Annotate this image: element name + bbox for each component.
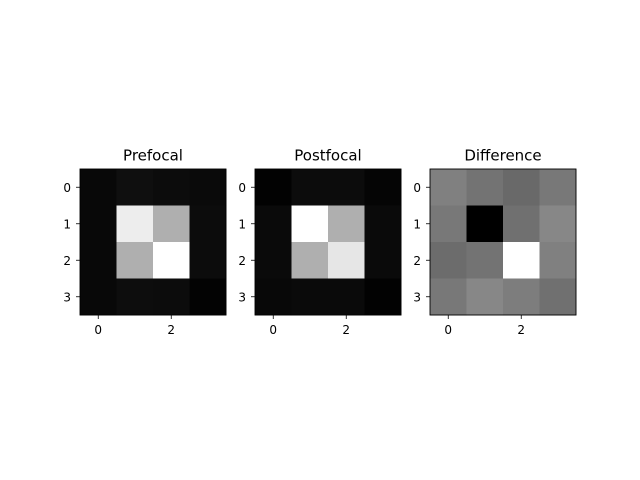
cell-prefocal-r0-c2 xyxy=(153,169,190,206)
ytick-label-prefocal-3: 3 xyxy=(63,290,71,304)
cell-prefocal-r1-c0 xyxy=(80,205,117,243)
ticks-prefocal: 0 2 0 1 2 3 xyxy=(63,181,175,337)
panel-postfocal: Postfocal 0 2 0 1 2 3 xyxy=(238,147,402,337)
cell-postfocal-r1-c3 xyxy=(364,205,402,243)
cell-difference-r3-c2 xyxy=(503,278,540,316)
xtick-label-postfocal-1: 2 xyxy=(342,323,350,337)
cell-postfocal-r0-c1 xyxy=(291,169,329,206)
cell-postfocal-r3-c0 xyxy=(255,278,292,316)
panel-prefocal: Prefocal 0 2 0 1 2 3 xyxy=(63,147,227,337)
cell-difference-r2-c1 xyxy=(466,242,504,279)
ytick-label-prefocal-1: 1 xyxy=(63,217,71,231)
ytick-label-difference-0: 0 xyxy=(413,181,421,195)
cell-difference-r1-c2 xyxy=(503,205,540,243)
ytick-label-postfocal-1: 1 xyxy=(238,217,246,231)
cell-prefocal-r2-c1 xyxy=(116,242,154,279)
cell-prefocal-r1-c1 xyxy=(116,205,154,243)
cell-postfocal-r3-c1 xyxy=(291,278,329,316)
axes-frame-postfocal xyxy=(254,168,402,316)
cell-difference-r0-c3 xyxy=(539,169,577,206)
cell-prefocal-r2-c3 xyxy=(189,242,227,279)
heatmap-postfocal xyxy=(254,168,402,316)
cell-postfocal-r2-c0 xyxy=(255,242,292,279)
axes-frame-difference xyxy=(429,168,577,316)
ytick-label-postfocal-3: 3 xyxy=(238,290,246,304)
cell-postfocal-r1-c2 xyxy=(328,205,365,243)
cell-postfocal-r3-c2 xyxy=(328,278,365,316)
cell-difference-r3-c0 xyxy=(430,278,467,316)
cell-difference-r1-c1 xyxy=(466,205,504,243)
cell-prefocal-r0-c0 xyxy=(80,169,117,206)
panel-difference: Difference 0 2 0 1 2 3 xyxy=(413,147,577,337)
cell-prefocal-r2-c2 xyxy=(153,242,190,279)
title-difference: Difference xyxy=(464,147,541,165)
xtick-label-prefocal-1: 2 xyxy=(167,323,175,337)
cell-difference-r3-c3 xyxy=(539,278,577,316)
cell-difference-r3-c1 xyxy=(466,278,504,316)
cell-difference-r0-c0 xyxy=(430,169,467,206)
cell-prefocal-r1-c3 xyxy=(189,205,227,243)
cell-postfocal-r3-c3 xyxy=(364,278,402,316)
xtick-label-difference-1: 2 xyxy=(517,323,525,337)
xtick-label-difference-0: 0 xyxy=(444,323,452,337)
heatmap-prefocal xyxy=(79,168,227,316)
cell-prefocal-r3-c1 xyxy=(116,278,154,316)
xtick-label-prefocal-0: 0 xyxy=(94,323,102,337)
ytick-label-postfocal-0: 0 xyxy=(238,181,246,195)
cell-prefocal-r3-c2 xyxy=(153,278,190,316)
cell-postfocal-r2-c3 xyxy=(364,242,402,279)
ytick-label-prefocal-0: 0 xyxy=(63,181,71,195)
cell-postfocal-r0-c2 xyxy=(328,169,365,206)
cell-postfocal-r2-c2 xyxy=(328,242,365,279)
cell-postfocal-r2-c1 xyxy=(291,242,329,279)
cell-postfocal-r1-c1 xyxy=(291,205,329,243)
ytick-label-postfocal-2: 2 xyxy=(238,254,246,268)
cell-prefocal-r2-c0 xyxy=(80,242,117,279)
cell-postfocal-r0-c0 xyxy=(255,169,292,206)
cell-difference-r2-c3 xyxy=(539,242,577,279)
ytick-label-difference-2: 2 xyxy=(413,254,421,268)
heatmap-difference xyxy=(429,168,577,316)
axes-frame-prefocal xyxy=(79,168,227,316)
title-prefocal: Prefocal xyxy=(123,147,183,165)
ticks-difference: 0 2 0 1 2 3 xyxy=(413,181,525,337)
cell-difference-r0-c2 xyxy=(503,169,540,206)
cell-difference-r1-c3 xyxy=(539,205,577,243)
cell-prefocal-r0-c3 xyxy=(189,169,227,206)
cell-prefocal-r3-c0 xyxy=(80,278,117,316)
cell-prefocal-r1-c2 xyxy=(153,205,190,243)
cell-prefocal-r3-c3 xyxy=(189,278,227,316)
ytick-label-difference-3: 3 xyxy=(413,290,421,304)
ytick-label-prefocal-2: 2 xyxy=(63,254,71,268)
cell-difference-r0-c1 xyxy=(466,169,504,206)
xtick-label-postfocal-0: 0 xyxy=(269,323,277,337)
title-postfocal: Postfocal xyxy=(294,147,361,165)
cell-difference-r1-c0 xyxy=(430,205,467,243)
ticks-postfocal: 0 2 0 1 2 3 xyxy=(238,181,350,337)
cell-prefocal-r0-c1 xyxy=(116,169,154,206)
cell-postfocal-r1-c0 xyxy=(255,205,292,243)
cell-difference-r2-c2 xyxy=(503,242,540,279)
ytick-label-difference-1: 1 xyxy=(413,217,421,231)
cell-postfocal-r0-c3 xyxy=(364,169,402,206)
cell-difference-r2-c0 xyxy=(430,242,467,279)
